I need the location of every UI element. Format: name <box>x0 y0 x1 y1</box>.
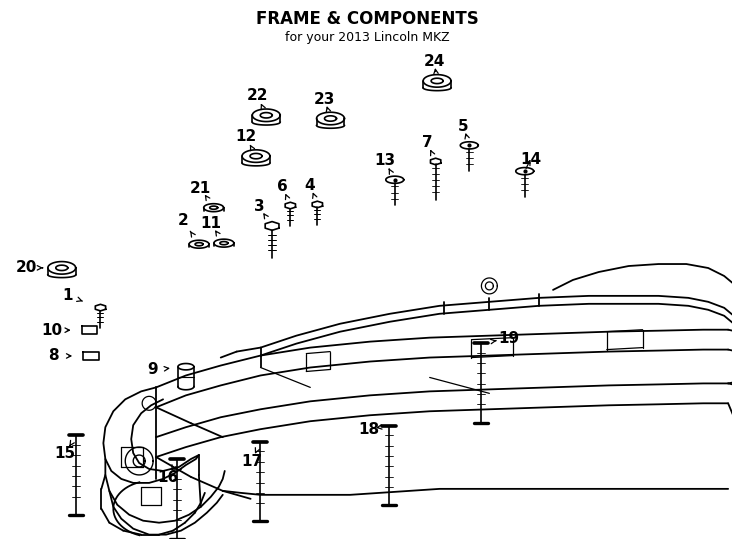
Text: 14: 14 <box>520 152 541 167</box>
Text: 11: 11 <box>200 217 221 231</box>
Text: 2: 2 <box>178 213 189 228</box>
Text: 21: 21 <box>190 181 211 196</box>
Text: 22: 22 <box>247 89 268 104</box>
Text: 1: 1 <box>62 288 73 303</box>
Text: 7: 7 <box>421 134 432 150</box>
Text: 13: 13 <box>374 153 395 168</box>
Text: 15: 15 <box>54 446 76 461</box>
Text: 18: 18 <box>358 422 379 436</box>
Text: 3: 3 <box>254 199 264 214</box>
Text: 16: 16 <box>158 470 179 485</box>
Text: 10: 10 <box>41 323 62 338</box>
Text: for your 2013 Lincoln MKZ: for your 2013 Lincoln MKZ <box>285 31 449 44</box>
Text: 9: 9 <box>147 362 158 377</box>
Text: 17: 17 <box>241 454 262 469</box>
Text: 8: 8 <box>48 348 58 363</box>
Text: 6: 6 <box>277 179 288 194</box>
Text: 4: 4 <box>305 178 316 193</box>
Text: 24: 24 <box>424 54 445 69</box>
Text: 12: 12 <box>235 129 256 144</box>
Text: 20: 20 <box>16 260 37 275</box>
Text: 23: 23 <box>314 92 335 107</box>
Text: 5: 5 <box>458 118 469 133</box>
Text: FRAME & COMPONENTS: FRAME & COMPONENTS <box>255 10 479 28</box>
Text: 19: 19 <box>498 331 519 346</box>
